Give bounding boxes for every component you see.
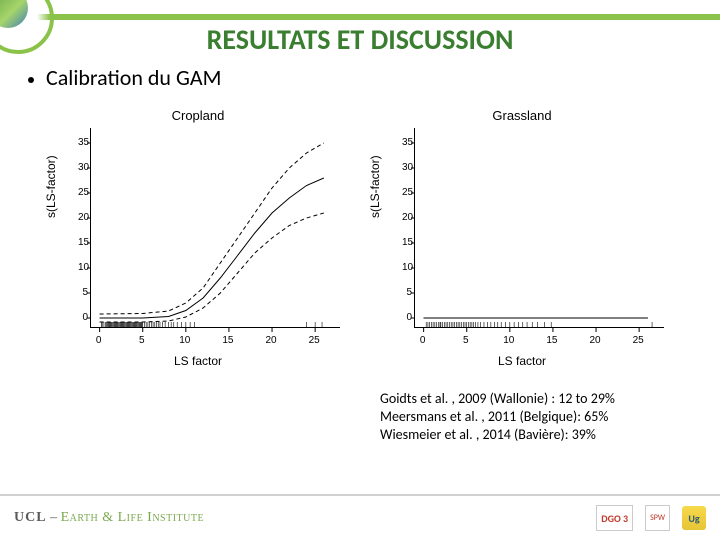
plot-box-right (414, 128, 664, 328)
chart-grassland: Grassland s(LS-factor) LS factor 0 5 10 15 2… (370, 108, 674, 368)
ytick: 10 (78, 262, 88, 273)
slide-title: RESULTATS ET DISCUSSION (0, 22, 720, 57)
ytick: 20 (402, 212, 412, 223)
bullet-calibration: Calibration du GAM (28, 64, 221, 91)
chart-title-left: Cropland (46, 108, 350, 123)
footer-dash: – (47, 510, 61, 525)
footer-left: UCL – Earth & Life Institute (14, 510, 204, 526)
ytick: 35 (78, 137, 88, 148)
chart-cropland: Cropland s(LS-factor) LS factor 0 5 10 15 20… (46, 108, 350, 368)
plot-svg-left (91, 128, 341, 328)
sponsor-dgo-icon: DGO 3 (596, 505, 633, 531)
xtick: 20 (261, 335, 281, 346)
chart-title-right: Grassland (370, 108, 674, 123)
bullet-dot-icon (28, 77, 34, 83)
footer: UCL – Earth & Life Institute DGO 3 SPW U… (0, 494, 720, 540)
header-stripe (0, 14, 720, 20)
xtick: 10 (499, 335, 519, 346)
plot-box-left (90, 128, 340, 328)
ytick: 30 (402, 162, 412, 173)
ref-line-3: Wiesmeier et al. , 2014 (Bavière): 39% (380, 426, 615, 444)
ytick: 15 (402, 237, 412, 248)
xtick: 5 (456, 335, 476, 346)
references-block: Goidts et al. , 2009 (Wallonie) : 12 to … (380, 390, 615, 445)
ylabel-left: s(LS-factor) (44, 155, 58, 218)
xtick: 0 (89, 335, 109, 346)
xtick: 25 (304, 335, 324, 346)
ytick: 10 (402, 262, 412, 273)
xtick: 10 (175, 335, 195, 346)
charts-container: Cropland s(LS-factor) LS factor 0 5 10 15 20… (46, 108, 674, 368)
footer-eli: Earth & Life Institute (61, 510, 205, 525)
footer-ucl: UCL (14, 510, 47, 525)
ref-line-1: Goidts et al. , 2009 (Wallonie) : 12 to … (380, 390, 615, 408)
xtick: 20 (585, 335, 605, 346)
ytick: 20 (78, 212, 88, 223)
ytick: 15 (78, 237, 88, 248)
xtick: 5 (132, 335, 152, 346)
footer-right: DGO 3 SPW Ug (596, 505, 706, 531)
ytick: 5 (78, 287, 88, 298)
xtick: 0 (413, 335, 433, 346)
sponsor-spw-icon: SPW (645, 505, 670, 531)
xtick: 25 (628, 335, 648, 346)
bullet-text: Calibration du GAM (46, 64, 221, 91)
xtick: 15 (542, 335, 562, 346)
ytick: 25 (78, 187, 88, 198)
ylabel-right: s(LS-factor) (368, 155, 382, 218)
ytick: 0 (78, 312, 88, 323)
plot-svg-right (415, 128, 665, 328)
sponsor-ulg-icon: Ug (682, 506, 706, 530)
xlabel-left: LS factor (46, 354, 350, 368)
ytick: 30 (78, 162, 88, 173)
ytick: 5 (402, 287, 412, 298)
xlabel-right: LS factor (370, 354, 674, 368)
xtick: 15 (218, 335, 238, 346)
ytick: 25 (402, 187, 412, 198)
ytick: 35 (402, 137, 412, 148)
ytick: 0 (402, 312, 412, 323)
ref-line-2: Meersmans et al. , 2011 (Belgique): 65% (380, 408, 615, 426)
